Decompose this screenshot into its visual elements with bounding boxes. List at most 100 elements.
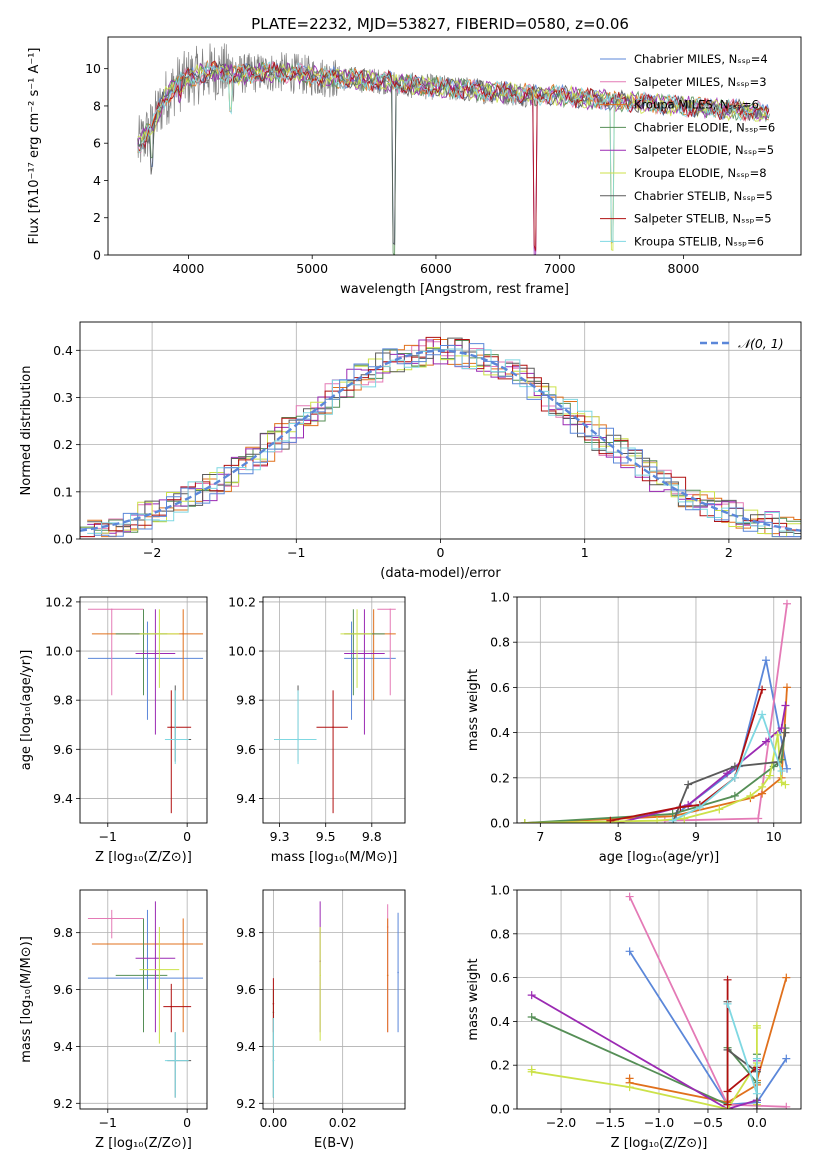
x-tick-label: 0.0 <box>747 1115 767 1130</box>
y-axis-label: mass weight <box>466 669 481 751</box>
plot-area-age-vs-Z <box>80 597 207 823</box>
x-tick-label: 9.3 <box>270 829 290 844</box>
x-tick-label: −1 <box>99 1115 117 1130</box>
plot-area-age-vs-mass <box>263 597 405 823</box>
y-tick-label: 0.4 <box>490 1014 510 1029</box>
y-tick-label: 9.2 <box>53 1096 73 1111</box>
series-line-0 <box>628 950 788 1106</box>
y-tick-label: 2 <box>93 210 101 225</box>
series-marker <box>668 816 677 823</box>
series-marker <box>752 1054 761 1063</box>
data-point <box>389 608 392 611</box>
data-point <box>110 917 113 920</box>
series-marker <box>758 782 767 791</box>
x-tick-label: 0 <box>183 829 191 844</box>
y-tick-label: 9.6 <box>236 982 256 997</box>
x-tick-label: 0.00 <box>259 1115 287 1130</box>
y-tick-label: 9.4 <box>236 791 256 806</box>
x-tick-label: −1 <box>99 829 117 844</box>
y-tick-label: 9.8 <box>53 693 73 708</box>
legend-entry: Salpeter ELODIE, Nₛₛₚ=5 <box>634 143 774 157</box>
series-marker <box>730 773 739 782</box>
y-tick-label: 10.0 <box>45 644 73 659</box>
y-axis-label: Normed distribution <box>19 366 34 496</box>
series-marker <box>668 809 677 818</box>
data-point <box>272 1059 275 1062</box>
data-point <box>170 726 173 728</box>
series-marker <box>782 973 791 982</box>
series-marker <box>520 819 529 823</box>
series-line-4 <box>531 994 758 1109</box>
series-marker <box>746 791 755 800</box>
x-axis-label: wavelength [Angstrom, rest frame] <box>340 282 569 297</box>
axes-frame <box>107 36 802 256</box>
x-tick-label: 4000 <box>173 261 205 276</box>
data-point <box>386 974 389 977</box>
model-spectrum-6 <box>137 60 770 246</box>
series-marker <box>761 737 770 746</box>
x-tick-label: 0 <box>437 545 445 560</box>
x-tick-label: 8000 <box>668 261 700 276</box>
y-tick-label: 0.6 <box>490 970 510 985</box>
legend-entry: Salpeter MILES, Nₛₛₚ=3 <box>634 75 767 89</box>
series-marker <box>527 1067 536 1076</box>
x-tick-label: 0 <box>183 1115 191 1130</box>
y-tick-label: 10.0 <box>228 644 256 659</box>
y-tick-label: 0.8 <box>490 635 510 650</box>
data-point <box>110 608 113 611</box>
y-tick-label: 0.4 <box>490 725 510 740</box>
legend-entry: Chabrier ELODIE, Nₛₛₚ=6 <box>634 120 775 134</box>
y-tick-label: 9.6 <box>236 742 256 757</box>
y-tick-label: 9.6 <box>53 982 73 997</box>
x-axis-label: (data-model)/error <box>380 566 501 581</box>
x-tick-label: 1 <box>581 545 589 560</box>
y-axis-label: mass weight <box>466 958 481 1040</box>
x-tick-label: −1 <box>287 545 305 560</box>
plot-area-weight-vs-Z <box>517 890 801 1109</box>
legend-entry: Kroupa ELODIE, Nₛₛₚ=8 <box>634 166 767 180</box>
y-tick-label: 10.2 <box>45 594 73 609</box>
data-point <box>154 957 157 960</box>
y-tick-label: 0.8 <box>490 926 510 941</box>
series-marker <box>782 764 791 773</box>
x-axis-label: E(B-V) <box>314 1136 354 1151</box>
y-tick-label: 9.4 <box>53 791 73 806</box>
series-marker <box>730 791 739 800</box>
legend-entry: 𝒩(0, 1) <box>738 336 784 351</box>
series-marker <box>765 771 774 780</box>
legend-entry: Kroupa STELIB, Nₛₛₚ=6 <box>634 234 764 248</box>
x-axis-label: Z [log₁₀(Z/Z⊙)] <box>95 1136 192 1151</box>
y-tick-label: 0.0 <box>490 1102 510 1117</box>
series-line-7 <box>726 979 758 1105</box>
data-point <box>174 1059 177 1062</box>
axes-frame <box>516 889 802 1110</box>
x-axis-label: mass [log₁₀(M/M⊙)] <box>271 850 398 865</box>
y-tick-label: 0.6 <box>490 680 510 695</box>
x-tick-label: 2 <box>725 545 733 560</box>
series-marker <box>653 816 662 823</box>
x-tick-label: 5000 <box>296 261 328 276</box>
data-point <box>158 968 161 971</box>
data-point <box>356 633 358 635</box>
y-tick-label: 9.4 <box>53 1039 73 1054</box>
series-marker <box>723 999 732 1008</box>
data-point <box>272 1002 275 1005</box>
axes-frame <box>79 889 208 1110</box>
plot-area-residuals <box>80 322 801 539</box>
x-tick-label: −2.0 <box>546 1115 576 1130</box>
y-tick-label: 0.0 <box>490 816 510 831</box>
axes-frame <box>79 596 208 824</box>
series-marker <box>723 769 732 778</box>
y-tick-label: 1.0 <box>490 590 510 605</box>
normal-curve <box>80 349 801 532</box>
series-marker <box>777 767 786 776</box>
axes-frame <box>262 596 406 824</box>
data-point <box>332 726 334 728</box>
y-tick-label: 0.2 <box>490 1058 510 1073</box>
series-marker <box>625 947 634 956</box>
legend-entry: Chabrier STELIB, Nₛₛₚ=5 <box>634 189 773 203</box>
data-point <box>363 652 366 655</box>
x-tick-label: −1.0 <box>644 1115 674 1130</box>
series-marker <box>527 991 536 1000</box>
